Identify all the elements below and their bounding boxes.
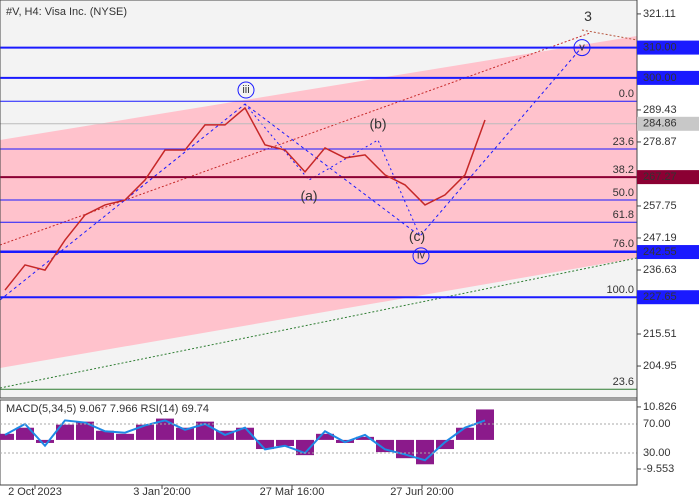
macd-bar <box>476 409 494 440</box>
main-border <box>0 0 638 399</box>
level-box <box>637 70 699 85</box>
y-tick-label: 257.75 <box>643 200 677 212</box>
level-label: 242.55 <box>643 246 677 258</box>
fib-label: 0.0 <box>619 88 634 100</box>
wave-label: (c) <box>409 228 425 244</box>
last-price-label: 284.86 <box>643 118 677 130</box>
fib-label: 100.0 <box>606 284 634 296</box>
level-box <box>637 40 699 55</box>
wave-circle <box>412 247 430 265</box>
level-label: 267.27 <box>643 171 677 183</box>
macd-bar <box>316 433 334 440</box>
wave-circle <box>573 39 591 57</box>
x-tick-label: 27 Jun 20:00 <box>390 486 454 498</box>
macd-bar <box>0 433 14 440</box>
y-tick-label: 321.11 <box>643 8 676 20</box>
level-label: 310.00 <box>643 41 677 53</box>
trend-line <box>0 32 591 246</box>
wave-label: (b) <box>369 116 386 132</box>
y-tick-label: 215.51 <box>643 328 677 340</box>
wave-circle <box>237 81 255 99</box>
indicator-title: MACD(5,34,5) 9.067 7.966 RSI(14) 69.74 <box>6 403 209 415</box>
y-tick-label: 278.87 <box>643 136 677 148</box>
fib-label: 76.0 <box>613 238 634 250</box>
trend-line <box>0 257 638 389</box>
y-tick-label: 70.00 <box>643 418 671 430</box>
macd-bar <box>436 439 454 450</box>
macd-bar <box>116 433 134 440</box>
fib-label: 61.8 <box>613 209 634 221</box>
wave-line <box>244 103 421 237</box>
macd-bar <box>176 427 194 440</box>
wave-line <box>581 29 638 41</box>
x-tick-label: 2 Oct 2023 <box>8 486 62 498</box>
level-label: 300.00 <box>643 72 677 84</box>
y-tick-label: 10.826 <box>643 401 677 413</box>
wave-label: v <box>579 41 585 53</box>
chart-title: #V, H4: Visa Inc. (NYSE) <box>6 6 127 18</box>
wave-line <box>0 46 583 301</box>
fib-label: 23.6 <box>613 136 634 148</box>
last-price-box <box>637 116 699 131</box>
wave-label: 3 <box>584 8 592 24</box>
x-tick-label: 3 Jan 20:00 <box>133 486 191 498</box>
fib-label: 38.2 <box>613 164 634 176</box>
fib-label: 23.6 <box>613 376 634 388</box>
macd-bar <box>456 427 474 440</box>
level-box <box>637 245 699 260</box>
macd-bar <box>56 424 74 440</box>
price-channel <box>0 36 637 368</box>
macd-bar <box>236 427 254 440</box>
level-box <box>637 290 699 305</box>
macd-bar <box>16 427 34 440</box>
y-tick-label: 289.43 <box>643 104 677 116</box>
macd-bar <box>136 424 154 440</box>
macd-bar <box>376 439 394 453</box>
macd-bar <box>276 439 294 447</box>
x-tick-label: 27 Mar 16:00 <box>260 486 325 498</box>
y-tick-label: 247.19 <box>643 232 677 244</box>
y-tick-label: 236.63 <box>643 264 677 276</box>
level-box <box>637 170 699 185</box>
level-label: 227.65 <box>643 291 677 303</box>
y-tick-label: 30.00 <box>643 447 671 459</box>
macd-bar <box>356 436 374 440</box>
wave-label: iv <box>417 250 425 262</box>
wave-label: (a) <box>300 187 317 203</box>
indicator-panel <box>0 399 638 486</box>
fib-label: 50.0 <box>613 187 634 199</box>
price-line <box>4 106 486 291</box>
macd-bar <box>96 430 114 440</box>
macd-bar <box>76 421 94 440</box>
y-tick-label: -9.553 <box>643 463 674 475</box>
rsi-line <box>4 419 486 462</box>
macd-bar <box>36 439 54 443</box>
macd-bar <box>256 439 274 450</box>
y-tick-label: 204.95 <box>643 360 677 372</box>
wave-label: iii <box>242 84 249 96</box>
